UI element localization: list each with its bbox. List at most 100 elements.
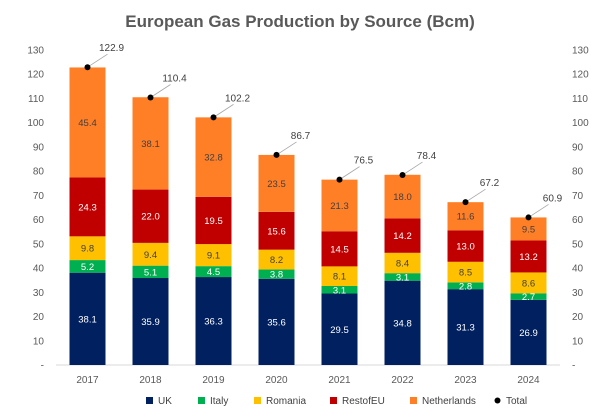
legend-label: Italy <box>210 396 228 407</box>
y-tick-right: 130 <box>572 46 589 57</box>
total-marker <box>84 64 91 71</box>
data-label-uk: 35.6 <box>267 317 286 328</box>
y-tick-right: 120 <box>572 70 589 81</box>
x-tick-label: 2019 <box>202 375 225 386</box>
bar-segment-romania <box>447 261 484 283</box>
y-tick-right: 60 <box>572 215 584 226</box>
bar-segment-uk <box>132 278 169 365</box>
data-label-netherlands: 32.8 <box>204 153 223 164</box>
data-label-restofeu: 19.5 <box>204 216 223 227</box>
data-label-restofeu: 13.2 <box>519 252 538 263</box>
y-tick-left: 10 <box>33 336 45 347</box>
bar-segment-italy <box>321 286 358 294</box>
total-leader-line <box>87 53 108 68</box>
y-tick-right: 10 <box>572 336 584 347</box>
data-label-romania: 9.1 <box>207 251 220 262</box>
y-tick-left: 20 <box>33 312 45 323</box>
data-label-romania: 8.2 <box>270 255 283 266</box>
data-label-netherlands: 18.0 <box>393 192 412 203</box>
legend-label: RestofEU <box>342 396 385 407</box>
data-label-uk: 34.8 <box>393 318 412 329</box>
data-label-netherlands: 38.1 <box>141 139 160 150</box>
data-label-restofeu: 24.3 <box>78 202 97 213</box>
legend-swatch-total <box>494 397 501 404</box>
legend-label: Netherlands <box>422 396 476 407</box>
y-tick-right: 80 <box>572 167 584 178</box>
bar-segment-romania <box>510 272 547 294</box>
bar-segment-uk <box>510 299 547 365</box>
y-tick-left: - <box>41 361 44 372</box>
y-tick-right: 110 <box>572 94 588 105</box>
x-tick-label: 2024 <box>517 375 540 386</box>
y-tick-left: 110 <box>28 94 44 105</box>
data-label-restofeu: 14.2 <box>393 231 412 242</box>
legend-label: Romania <box>266 396 306 407</box>
total-leader-line <box>213 104 234 118</box>
data-label-netherlands: 45.4 <box>78 118 97 129</box>
data-label-uk: 35.9 <box>141 317 160 328</box>
data-label-italy: 5.1 <box>144 267 157 278</box>
data-label-uk: 31.3 <box>456 323 475 334</box>
legend-label: Total <box>506 396 527 407</box>
bar-segment-uk <box>69 272 106 365</box>
total-label: 76.5 <box>354 156 374 167</box>
bar-segment-restofeu <box>132 189 169 243</box>
legend-swatch-romania <box>254 397 261 404</box>
bar-segment-italy <box>258 269 295 279</box>
data-label-romania: 8.6 <box>522 278 535 289</box>
data-label-uk: 29.5 <box>330 325 349 336</box>
total-label: 78.4 <box>417 151 437 162</box>
data-label-restofeu: 14.5 <box>330 244 349 255</box>
bar-segment-restofeu <box>195 196 232 245</box>
y-tick-left: 120 <box>27 70 44 81</box>
bar-segment-netherlands <box>384 174 421 219</box>
bar-segment-restofeu <box>447 230 484 262</box>
legend-swatch-uk <box>146 397 153 404</box>
data-label-italy: 5.2 <box>81 262 94 273</box>
x-tick-label: 2023 <box>454 375 477 386</box>
total-label: 110.4 <box>162 73 187 84</box>
data-label-restofeu: 13.0 <box>456 242 475 253</box>
x-tick-label: 2022 <box>391 375 414 386</box>
total-marker <box>336 176 343 183</box>
total-leader-line <box>465 188 486 203</box>
bar-segment-italy <box>510 293 547 300</box>
y-tick-right: 50 <box>572 239 584 250</box>
bar-segment-netherlands <box>195 117 232 197</box>
data-label-uk: 36.3 <box>204 317 223 328</box>
data-label-restofeu: 15.6 <box>267 226 286 237</box>
y-tick-right: 30 <box>572 288 584 299</box>
bar-segment-uk <box>258 278 295 365</box>
data-label-uk: 26.9 <box>519 328 538 339</box>
bar-segment-netherlands <box>321 179 358 232</box>
y-tick-left: 90 <box>33 142 45 153</box>
total-label: 67.2 <box>480 178 500 189</box>
data-label-netherlands: 23.5 <box>267 179 286 190</box>
total-leader-line <box>402 161 423 176</box>
y-tick-right: 40 <box>572 264 584 275</box>
bar-segment-netherlands <box>132 97 169 190</box>
bar-segment-romania <box>321 266 358 287</box>
data-label-italy: 3.8 <box>270 270 283 281</box>
bar-segment-italy <box>447 282 484 290</box>
total-marker <box>525 214 532 221</box>
bar-segment-netherlands <box>69 67 106 178</box>
x-tick-label: 2018 <box>139 375 162 386</box>
bar-segment-netherlands <box>447 202 484 231</box>
bar-segment-uk <box>321 293 358 365</box>
total-marker <box>210 114 217 121</box>
bar-segment-uk <box>384 280 421 365</box>
bar-segment-italy <box>132 265 169 279</box>
y-tick-left: 80 <box>33 167 45 178</box>
data-label-restofeu: 22.0 <box>141 212 160 223</box>
data-label-uk: 38.1 <box>78 314 97 325</box>
total-marker <box>462 199 469 206</box>
y-tick-left: 30 <box>33 288 45 299</box>
y-tick-left: 60 <box>33 215 45 226</box>
data-label-romania: 9.4 <box>144 250 157 261</box>
bar-segment-restofeu <box>321 231 358 267</box>
total-leader-line <box>150 84 171 98</box>
bar-segment-restofeu <box>258 211 295 250</box>
bar-segment-romania <box>195 244 232 267</box>
